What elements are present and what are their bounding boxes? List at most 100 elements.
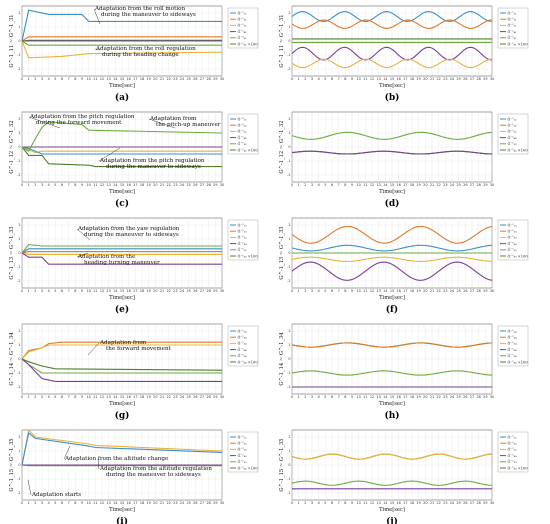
y-tick-label: 2 [288, 329, 290, 333]
legend-entry: Ĝ⁻¹₁₁ [508, 10, 518, 15]
x-tick-label: 10 [357, 77, 361, 81]
x-tick-label: 26 [463, 501, 467, 505]
x-tick-label: 10 [357, 183, 361, 187]
x-tick-label: 1 [298, 395, 300, 399]
series-line-j-1 [291, 453, 493, 460]
y-tick-label: 0 [288, 145, 290, 149]
x-tick-label: 26 [193, 289, 197, 293]
series-line-a-1 [21, 36, 222, 42]
x-tick-label: 21 [160, 501, 164, 505]
x-tick-label: 25 [187, 395, 191, 399]
x-tick-label: 15 [390, 77, 394, 81]
legend-entry: Ĝ⁻¹₃₃ [238, 235, 248, 240]
x-tick-label: 2 [304, 183, 306, 187]
y-tick-label: 2 [18, 117, 20, 121]
x-tick-label: 14 [113, 77, 117, 81]
x-tick-label: 5 [324, 395, 326, 399]
x-tick-label: 15 [120, 183, 124, 187]
x-tick-label: 6 [61, 289, 63, 293]
x-tick-label: 3 [311, 395, 313, 399]
x-tick-label: 11 [363, 395, 367, 399]
x-tick-label: 19 [417, 289, 421, 293]
legend-entry: Ĝ⁻¹₄₁ [508, 29, 518, 34]
x-tick-label: 1 [28, 289, 30, 293]
x-tick-label: 26 [463, 183, 467, 187]
x-tick-label: 25 [457, 183, 461, 187]
x-tick-label: 0 [21, 289, 23, 293]
x-tick-label: 4 [48, 183, 50, 187]
x-tick-label: 16 [127, 395, 131, 399]
x-tick-label: 28 [207, 77, 211, 81]
legend-entry: Ĝ⁻¹₆₄ ×100 [238, 359, 259, 364]
x-tick-label: 8 [344, 395, 346, 399]
x-tick-label: 20 [153, 183, 157, 187]
y-tick-label: 0 [288, 463, 290, 467]
x-tick-label: 28 [477, 289, 481, 293]
series-line-b-1 [291, 19, 493, 29]
y-tick-label: 1 [18, 449, 20, 453]
legend-entry: Ĝ⁻¹₃₅ [508, 447, 518, 452]
y-axis-label: G^-1_11 ~ G^-1_31 [8, 14, 15, 67]
x-tick-label: 27 [200, 501, 204, 505]
x-tick-label: 1 [28, 501, 30, 505]
panel-caption-d: (d) [385, 198, 400, 209]
x-tick-label: 4 [318, 501, 320, 505]
panel-caption-j: (j) [386, 516, 398, 524]
legend-entry: Ĝ⁻¹₃₄ [508, 341, 518, 346]
x-tick-label: 29 [213, 77, 217, 81]
y-tick-label: -2 [17, 173, 20, 177]
x-tick-label: 24 [180, 395, 184, 399]
x-tick-label: 28 [477, 501, 481, 505]
annotation-text: during the maneuver to sideways [106, 164, 201, 170]
legend-entry: Ĝ⁻¹₁₄ [508, 328, 518, 333]
x-tick-label: 27 [470, 501, 474, 505]
panel-caption-g: (g) [115, 410, 130, 421]
x-tick-label: 7 [68, 289, 70, 293]
series-line-g-0 [21, 341, 222, 360]
x-tick-label: 26 [193, 77, 197, 81]
series-line-a-4 [21, 40, 222, 46]
legend-entry: Ĝ⁻¹₆₃ ×100 [238, 253, 259, 258]
legend-entry: Ĝ⁻¹₂₁ [508, 17, 518, 22]
x-tick-label: 22 [437, 183, 441, 187]
x-tick-label: 13 [107, 395, 111, 399]
annotation-arrow [28, 116, 61, 129]
x-tick-label: 14 [383, 395, 387, 399]
panel-a: 0 1 2 3 4 5 6 7 8 9 10 11 12 13 14 15 16 17 18 19 20 21 22 23 24… [8, 5, 258, 103]
y-axis-label: G^-1_15 ~ G^-1_35 [278, 438, 285, 491]
x-tick-label: 16 [127, 77, 131, 81]
x-tick-label: 12 [100, 77, 104, 81]
annotation-text: Adaptation from the yaw regulation [77, 226, 180, 232]
annotation-arrow [76, 252, 89, 258]
x-tick-label: 10 [357, 289, 361, 293]
legend-entry: Ĝ⁻¹₄₃ [238, 241, 248, 246]
annotation-text: during the maneuver to sideways [101, 12, 196, 18]
x-tick-label: 24 [450, 77, 454, 81]
x-tick-label: 7 [68, 183, 70, 187]
x-tick-label: 24 [450, 289, 454, 293]
y-axis-label: G^-1_13 ~ G^-1_33 [278, 226, 285, 279]
x-tick-label: 19 [147, 77, 151, 81]
x-tick-label: 29 [213, 395, 217, 399]
x-tick-label: 28 [477, 77, 481, 81]
x-tick-label: 5 [54, 289, 56, 293]
x-tick-label: 20 [153, 395, 157, 399]
x-tick-label: 16 [127, 289, 131, 293]
x-tick-label: 8 [344, 77, 346, 81]
x-tick-label: 23 [173, 501, 177, 505]
series-line-c-3 [21, 146, 222, 168]
x-tick-label: 9 [81, 289, 83, 293]
y-tick-label: 0 [288, 251, 290, 255]
y-axis-label: G^-1_14 ~ G^-1_34 [8, 332, 15, 386]
x-tick-label: 1 [28, 183, 30, 187]
x-tick-label: 27 [470, 395, 474, 399]
x-tick-label: 11 [363, 183, 367, 187]
x-tick-label: 5 [324, 183, 326, 187]
y-tick-label: 1 [18, 237, 20, 241]
x-tick-label: 11 [93, 183, 97, 187]
x-tick-label: 2 [34, 183, 36, 187]
y-tick-label: -1 [287, 265, 290, 269]
x-tick-label: 20 [153, 501, 157, 505]
x-tick-label: 13 [107, 183, 111, 187]
legend-entry: Ĝ⁻¹₂₃ [238, 229, 248, 234]
